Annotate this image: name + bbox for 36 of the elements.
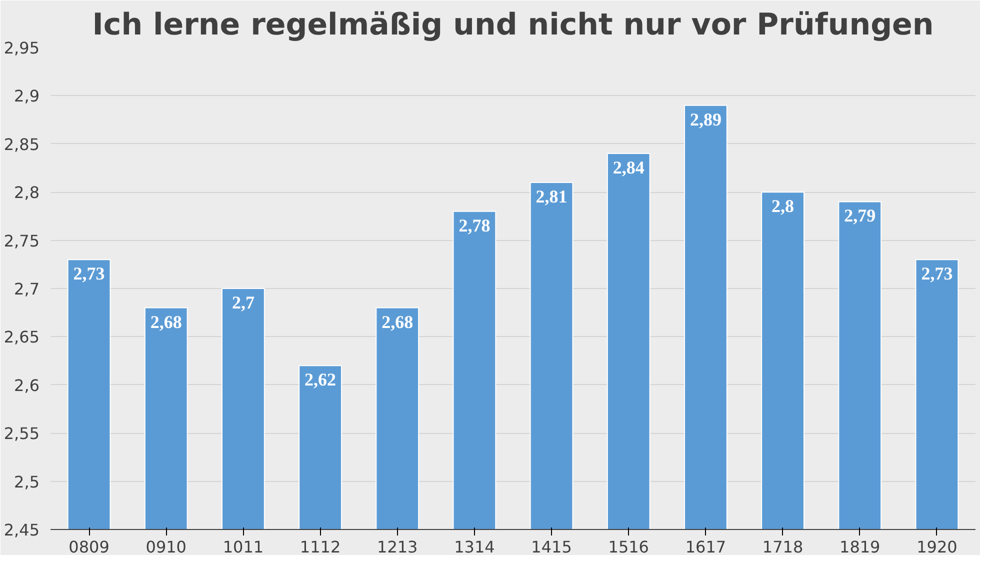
data-label: 2,89 (690, 109, 722, 130)
x-tick-label: 1920 (916, 538, 958, 556)
data-label: 2,68 (150, 312, 182, 332)
y-tick-label: 2,8 (14, 183, 40, 202)
x-tick-label: 1819 (840, 538, 880, 556)
data-label: 2,81 (536, 186, 568, 206)
y-tick-label: 2,75 (4, 231, 40, 250)
data-label: 2,73 (73, 264, 105, 284)
y-tick-label: 2,6 (14, 376, 40, 395)
y-tick-label: 2,85 (4, 134, 40, 154)
x-tick-label: 1314 (454, 538, 495, 556)
x-tick-label: 0809 (68, 538, 110, 556)
data-label: 2,62 (304, 370, 336, 390)
data-label: 2,7 (232, 292, 254, 312)
y-tick-label: 2,5 (14, 472, 40, 492)
data-label: 2,79 (844, 206, 876, 226)
y-tick-label: 2,7 (14, 280, 40, 298)
y-tick-label: 2,95 (4, 38, 40, 58)
x-tick-label: 0910 (146, 538, 186, 556)
x-tick-label: 1718 (762, 538, 804, 556)
x-tick-label: 1213 (377, 538, 418, 556)
data-label: 2,8 (772, 196, 794, 216)
y-tick-label: 2,65 (4, 328, 40, 347)
data-label: 2,84 (612, 158, 644, 178)
y-tick-label: 2,45 (4, 520, 40, 540)
data-label: 2,73 (921, 264, 953, 284)
x-tick-label: 1617 (685, 538, 726, 556)
x-tick-label: 1415 (531, 538, 572, 556)
y-tick-label: 2,55 (4, 424, 40, 444)
x-tick-label: 1112 (300, 538, 341, 556)
data-label: 2,68 (382, 312, 414, 332)
y-tick-label: 2,9 (14, 86, 40, 106)
x-tick-label: 1516 (608, 538, 649, 556)
x-tick-label: 1011 (222, 538, 264, 556)
data-label: 2,78 (458, 215, 490, 236)
chart-title: Ich lerne regelmäßig und nicht nur vor Prüfungen (92, 8, 934, 42)
